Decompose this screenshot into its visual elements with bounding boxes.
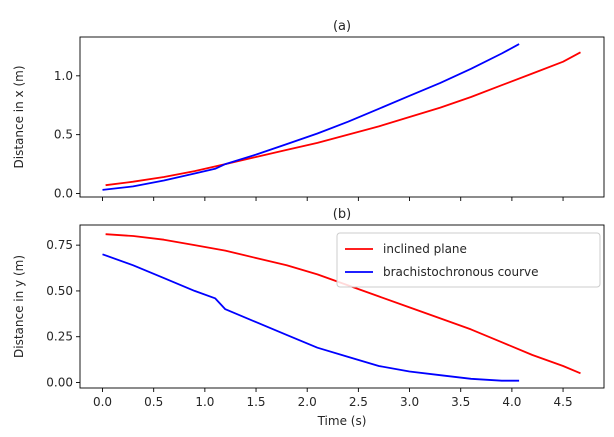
x-tick-label: 0.0 xyxy=(93,395,112,409)
y-tick-label: 0.75 xyxy=(46,238,73,252)
x-tick-label: 2.5 xyxy=(349,395,368,409)
legend-label: brachistochronous courve xyxy=(383,265,539,279)
x-tick-label: 4.0 xyxy=(502,395,521,409)
legend-box xyxy=(336,232,601,288)
panel-title: (b) xyxy=(333,207,351,222)
series-line-brachistochronous-courve xyxy=(102,43,520,191)
y-tick-label: 0.00 xyxy=(46,376,73,390)
y-tick-label: 1.0 xyxy=(54,69,73,83)
panel-title: (a) xyxy=(333,19,351,34)
y-tick-label: 0.50 xyxy=(46,284,73,298)
series-line-inclined-plane xyxy=(105,51,581,187)
axes-frame xyxy=(79,36,605,198)
x-tick-label: 1.5 xyxy=(246,395,265,409)
x-tick-label: 4.5 xyxy=(554,395,573,409)
y-axis-label: Distance in x (m) xyxy=(12,65,26,168)
x-axis-label: Time (s) xyxy=(317,414,367,428)
x-tick-label: 3.0 xyxy=(400,395,419,409)
axes-frame xyxy=(79,224,605,389)
y-tick-label: 0.5 xyxy=(54,128,73,142)
x-tick-label: 1.0 xyxy=(195,395,214,409)
series-line-brachistochronous-courve xyxy=(102,253,520,382)
legend-label: inclined plane xyxy=(383,242,467,256)
x-tick-label: 0.5 xyxy=(144,395,163,409)
y-tick-label: 0.0 xyxy=(54,186,73,200)
x-tick-label: 3.5 xyxy=(451,395,470,409)
x-tick-label: 2.0 xyxy=(298,395,317,409)
y-axis-label: Distance in y (m) xyxy=(12,255,26,358)
y-tick-label: 0.25 xyxy=(46,330,73,344)
